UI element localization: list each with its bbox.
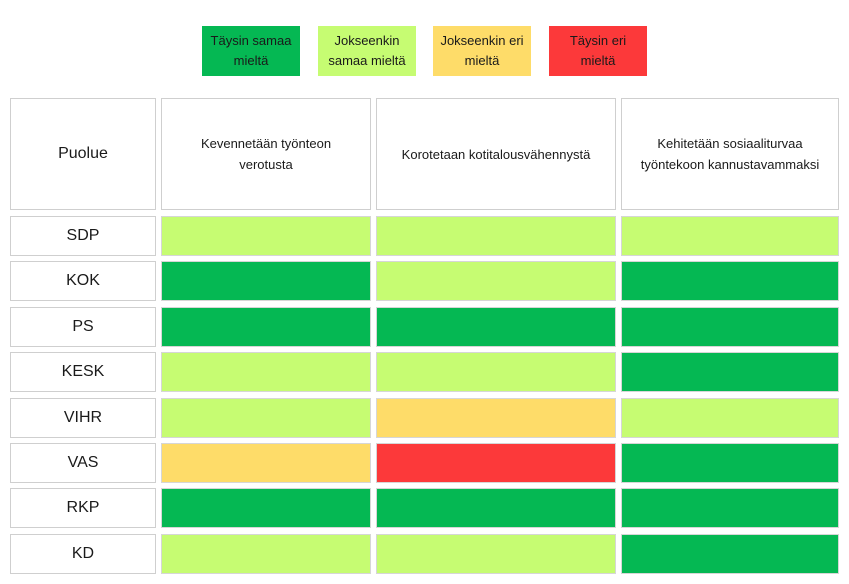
answer-cell-kd-q3	[621, 534, 839, 574]
answer-cell-rkp-q3	[621, 488, 839, 528]
party-cell-sdp: SDP	[10, 216, 156, 256]
header-question-2: Korotetaan kotitalousvähennystä	[376, 98, 616, 210]
party-cell-vihr: VIHR	[10, 398, 156, 438]
answer-cell-kesk-q3	[621, 352, 839, 392]
answer-cell-sdp-q3	[621, 216, 839, 256]
answer-cell-sdp-q1	[161, 216, 371, 256]
legend-item-jokseenkin-samaa: Jokseenkin samaa mieltä	[318, 26, 416, 76]
answer-cell-rkp-q2	[376, 488, 616, 528]
answer-cell-kesk-q1	[161, 352, 371, 392]
party-label: KD	[71, 545, 95, 562]
header-party: Puolue	[10, 98, 156, 210]
answer-cell-kok-q1	[161, 261, 371, 301]
legend-item-taysin-samaa: Täysin samaa mieltä	[202, 26, 300, 76]
header-question-label: Kehitetään sosiaaliturvaa työntekoon kan…	[640, 136, 820, 172]
party-cell-kesk: KESK	[10, 352, 156, 392]
answer-cell-vas-q3	[621, 443, 839, 483]
legend-label: Täysin samaa mieltä	[210, 33, 292, 68]
party-cell-ps: PS	[10, 307, 156, 347]
legend-item-taysin-eri: Täysin eri mieltä	[549, 26, 647, 76]
answer-cell-vas-q2	[376, 443, 616, 483]
legend-label: Jokseenkin samaa mieltä	[328, 33, 406, 68]
header-question-3: Kehitetään sosiaaliturvaa työntekoon kan…	[621, 98, 839, 210]
answer-cell-ps-q1	[161, 307, 371, 347]
legend-label: Täysin eri mieltä	[569, 33, 627, 68]
party-label: KESK	[61, 363, 105, 380]
answer-cell-ps-q3	[621, 307, 839, 347]
party-cell-rkp: RKP	[10, 488, 156, 528]
party-cell-kok: KOK	[10, 261, 156, 301]
party-label: RKP	[66, 499, 100, 516]
answer-cell-vihr-q2	[376, 398, 616, 438]
answer-cell-kd-q1	[161, 534, 371, 574]
answer-cell-ps-q2	[376, 307, 616, 347]
answer-cell-sdp-q2	[376, 216, 616, 256]
party-label: KOK	[66, 272, 100, 289]
party-label: VIHR	[63, 409, 103, 426]
header-party-label: Puolue	[58, 145, 108, 162]
party-cell-kd: KD	[10, 534, 156, 574]
party-cell-vas: VAS	[10, 443, 156, 483]
answer-cell-vihr-q3	[621, 398, 839, 438]
answer-cell-vihr-q1	[161, 398, 371, 438]
answer-cell-kok-q3	[621, 261, 839, 301]
header-question-1: Kevennetään työnteon verotusta	[161, 98, 371, 210]
party-label: VAS	[67, 454, 99, 471]
legend-label: Jokseenkin eri mieltä	[440, 33, 524, 68]
answer-cell-kesk-q2	[376, 352, 616, 392]
header-question-label: Korotetaan kotitalousvähennystä	[401, 146, 591, 162]
party-label: SDP	[66, 227, 100, 244]
answer-cell-kok-q2	[376, 261, 616, 301]
answer-cell-rkp-q1	[161, 488, 371, 528]
answer-cell-kd-q2	[376, 534, 616, 574]
header-question-label: Kevennetään työnteon verotusta	[200, 136, 332, 172]
party-label: PS	[72, 318, 94, 335]
legend-item-jokseenkin-eri: Jokseenkin eri mieltä	[433, 26, 531, 76]
answer-cell-vas-q1	[161, 443, 371, 483]
